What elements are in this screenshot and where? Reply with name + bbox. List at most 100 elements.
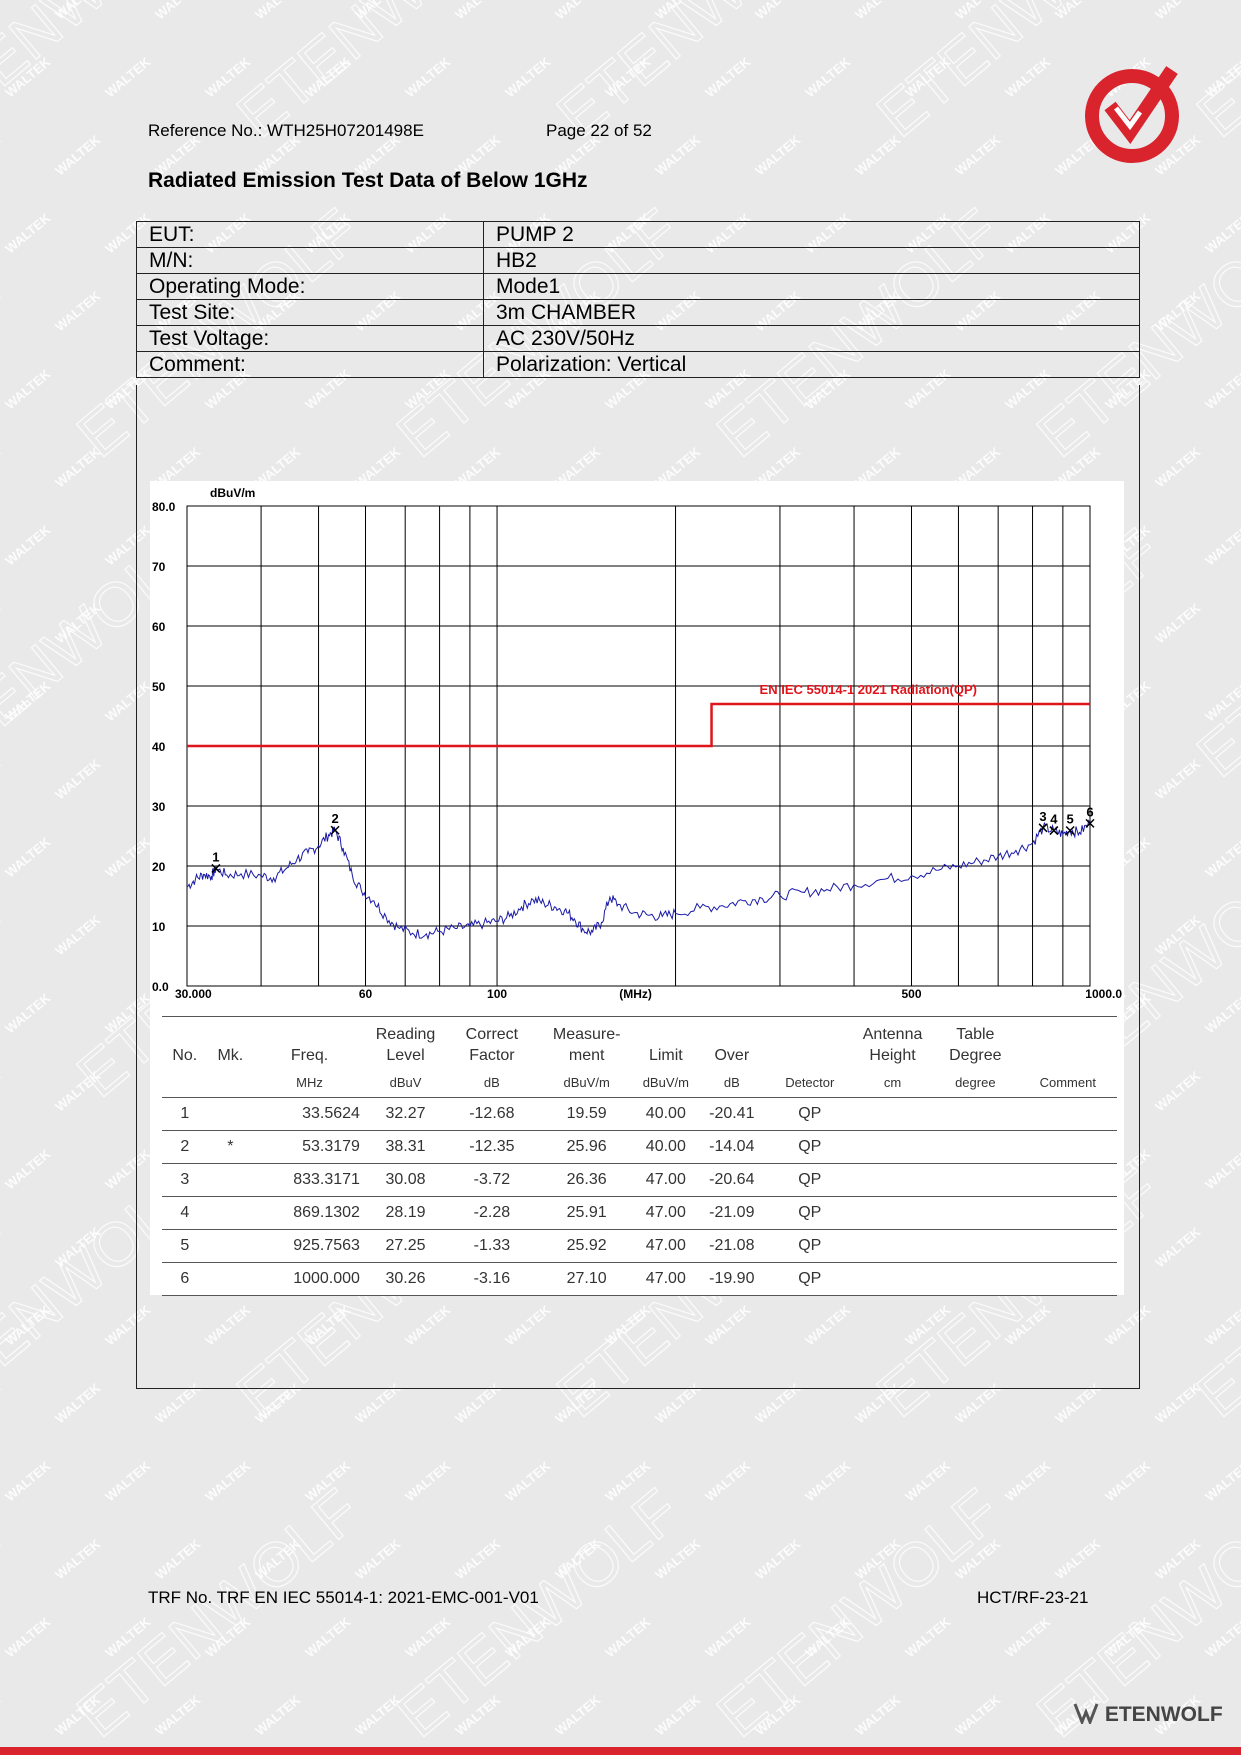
- watermark-text: WALTEK: [0, 756, 4, 803]
- watermark-text: WALTEK: [752, 1536, 803, 1583]
- watermark-text: WALTEK: [752, 0, 803, 22]
- table-cell: QP: [766, 1229, 853, 1263]
- marker-cross: [330, 825, 340, 835]
- watermark-text: WALTEK: [452, 1536, 503, 1583]
- column-header: [766, 1016, 853, 1067]
- info-value: AC 230V/50Hz: [483, 325, 1140, 352]
- watermark-text: WALTEK: [602, 54, 653, 101]
- table-cell: QP: [766, 1163, 853, 1197]
- table-cell: 47.00: [634, 1262, 698, 1296]
- watermark-text: WALTEK: [1202, 1302, 1241, 1349]
- table-cell: -3.72: [445, 1163, 539, 1197]
- info-value: Polarization: Vertical: [483, 351, 1140, 378]
- table-cell: [207, 1262, 254, 1296]
- watermark-text: WALTEK: [0, 1224, 4, 1271]
- measurement-table: No. Mk. Freq. Reading Level Correct Factor Me…: [162, 1016, 1117, 1296]
- table-row: 6 1000.000 30.26 -3.16 27.10 47.00 -19.90 QP: [162, 1262, 1117, 1296]
- watermark-text: WALTEK: [502, 1458, 553, 1505]
- watermark-text: WALTEK: [1102, 1614, 1153, 1661]
- table-cell: [207, 1229, 254, 1263]
- emission-chart: EN IEC 55014-1 2021 Radiation(QP) 1 2 3 4 5 6 8…: [150, 481, 1124, 1001]
- watermark-text: WALTEK: [2, 366, 53, 413]
- marker-2: 2: [330, 811, 340, 835]
- marker-label: 3: [1039, 809, 1046, 824]
- info-value: Mode1: [483, 273, 1140, 300]
- test-info-table: EUT: PUMP 2 M/N: HB2 Operating Mode: Mode1 Tes…: [136, 221, 1140, 378]
- marker-cross: [1085, 818, 1095, 828]
- column-header: Reading Level: [365, 1016, 446, 1067]
- column-unit: dB: [697, 1067, 767, 1098]
- watermark-text: WALTEK: [1152, 1068, 1203, 1115]
- table-cell: *: [207, 1130, 254, 1164]
- watermark-text: WALTEK: [2, 54, 53, 101]
- table-cell: -3.16: [445, 1262, 539, 1296]
- table-cell: 833.3171: [253, 1163, 366, 1197]
- marker-cross: [211, 863, 221, 873]
- column-unit: MHz: [253, 1067, 366, 1098]
- watermark-text: WALTEK: [552, 1536, 603, 1583]
- column-header: Mk.: [207, 1016, 254, 1067]
- page-number: Page 22 of 52: [546, 121, 652, 140]
- y-tick-label: 10: [152, 920, 166, 934]
- column-header: Correct Factor: [445, 1016, 539, 1067]
- watermark-text: WALTEK: [1052, 1536, 1103, 1583]
- watermark-brand-text: ETENWOLF: [1185, 516, 1241, 790]
- table-cell: -2.28: [445, 1196, 539, 1230]
- table-cell: 1: [162, 1097, 208, 1131]
- x-tick-label: 100: [487, 987, 507, 1001]
- marker-cross: [1038, 823, 1048, 833]
- watermark-text: WALTEK: [152, 1536, 203, 1583]
- table-cell: -12.68: [445, 1097, 539, 1131]
- table-cell: 6: [162, 1262, 208, 1296]
- info-row: Test Site: 3m CHAMBER: [136, 299, 1140, 326]
- watermark-text: WALTEK: [802, 1458, 853, 1505]
- column-header: [1018, 1016, 1117, 1067]
- table-cell: -1.33: [445, 1229, 539, 1263]
- info-value: 3m CHAMBER: [483, 299, 1140, 326]
- watermark-text: WALTEK: [52, 1692, 103, 1739]
- watermark-text: WALTEK: [552, 1692, 603, 1739]
- watermark-text: WALTEK: [252, 1692, 303, 1739]
- watermark-text: WALTEK: [702, 54, 753, 101]
- x-axis-unit: (MHz): [619, 987, 652, 1001]
- watermark-text: WALTEK: [0, 600, 4, 647]
- watermark-text: WALTEK: [602, 1458, 653, 1505]
- marker-label: 1: [212, 849, 219, 864]
- watermark-text: WALTEK: [1202, 210, 1241, 257]
- table-cell: [207, 1097, 254, 1131]
- table-cell: 33.5624: [253, 1097, 366, 1131]
- watermark-text: WALTEK: [602, 1614, 653, 1661]
- watermark-text: WALTEK: [1152, 444, 1203, 491]
- table-cell: 27.10: [538, 1262, 635, 1296]
- table-cell: 30.08: [365, 1163, 446, 1197]
- table-cell: 2: [162, 1130, 208, 1164]
- watermark-text: WALTEK: [902, 1458, 953, 1505]
- reference-number: Reference No.: WTH25H07201498E: [148, 121, 424, 140]
- table-cell: 40.00: [634, 1097, 698, 1131]
- table-cell: 869.1302: [253, 1196, 366, 1230]
- watermark-text: WALTEK: [652, 132, 703, 179]
- info-row: EUT: PUMP 2: [136, 221, 1140, 248]
- table-cell: 38.31: [365, 1130, 446, 1164]
- table-row: 4 869.1302 28.19 -2.28 25.91 47.00 -21.09 QP: [162, 1196, 1117, 1230]
- watermark-text: WALTEK: [402, 1458, 453, 1505]
- watermark-text: WALTEK: [2, 1302, 53, 1349]
- column-unit: [207, 1067, 254, 1098]
- watermark-text: WALTEK: [1202, 990, 1241, 1037]
- table-cell: 27.25: [365, 1229, 446, 1263]
- watermark-text: WALTEK: [1152, 756, 1203, 803]
- table-row: 1 33.5624 32.27 -12.68 19.59 40.00 -20.41 QP: [162, 1097, 1117, 1131]
- watermark-text: WALTEK: [352, 0, 403, 22]
- table-cell: 26.36: [538, 1163, 635, 1197]
- y-tick-label: 30: [152, 800, 166, 814]
- table-cell: [1018, 1163, 1117, 1197]
- watermark-text: WALTEK: [52, 1224, 103, 1271]
- table-cell: [1018, 1229, 1117, 1263]
- y-axis-unit: dBuV/m: [210, 486, 255, 500]
- watermark-text: WALTEK: [852, 1692, 903, 1739]
- column-unit: dBuV: [365, 1067, 446, 1098]
- watermark-text: WALTEK: [2, 1614, 53, 1661]
- watermark-text: WALTEK: [1152, 912, 1203, 959]
- watermark-text: WALTEK: [52, 1068, 103, 1115]
- table-row: 3 833.3171 30.08 -3.72 26.36 47.00 -20.64 QP: [162, 1163, 1117, 1197]
